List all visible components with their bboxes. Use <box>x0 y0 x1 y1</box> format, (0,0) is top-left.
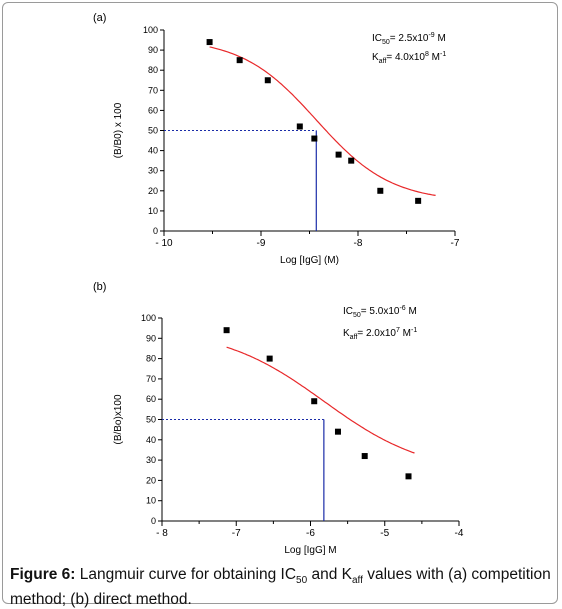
data-point <box>348 157 355 164</box>
annotation-line-1: IC50= 2.5x10-9 M <box>372 32 446 46</box>
y-tick-label: 10 <box>148 206 158 216</box>
x-tick-label: - 10 <box>155 238 173 249</box>
annotation-sup2: -1 <box>440 51 446 58</box>
fit-curve <box>209 46 436 196</box>
caption-text-2: and K <box>307 566 352 583</box>
annotation-line-2: Kaff= 2.0x107 M-1 <box>343 327 417 341</box>
annotation-sub: 50 <box>382 39 390 46</box>
caption-text-3: values with (a) competition method; (b) … <box>10 566 551 609</box>
x-tick-label: -9 <box>257 238 266 249</box>
annotation-sub: 50 <box>353 312 361 319</box>
annotation-post: M <box>406 306 417 317</box>
caption-label: Figure 6: <box>10 566 76 583</box>
panel-label: (a) <box>93 12 106 24</box>
annotation-post: M <box>400 328 411 339</box>
annotation-mid: = 5.0x10 <box>361 306 400 317</box>
x-tick-label: -6 <box>306 528 315 539</box>
annotation-sup: 7 <box>396 327 400 334</box>
y-tick-label: 40 <box>146 435 156 445</box>
x-axis-label: Log [IgG] (M) <box>280 255 339 266</box>
y-tick-label: 100 <box>143 25 158 35</box>
y-axis-label: (B/Bo)x100 <box>113 394 124 444</box>
annotation-mid: = 2.5x10 <box>390 33 429 44</box>
y-tick-label: 30 <box>148 166 158 176</box>
y-tick-label: 40 <box>148 146 158 156</box>
annotation-line-1: IC50= 5.0x10-6 M <box>343 305 417 319</box>
annotation-pre: K <box>343 328 350 339</box>
y-tick-label: 70 <box>146 374 156 384</box>
y-tick-label: 80 <box>146 354 156 364</box>
annotation-post: M <box>429 52 440 63</box>
annotation-sub: aff <box>379 58 387 65</box>
caption-text-1: Langmuir curve for obtaining IC <box>75 566 297 583</box>
y-tick-label: 20 <box>146 475 156 485</box>
data-point <box>311 135 318 142</box>
data-point <box>223 327 230 334</box>
y-axis-label: (B/B0) x 100 <box>113 102 124 158</box>
annotation-post: M <box>435 33 446 44</box>
chart-panel-a: (a) 0 10 20 30 40 50 60 70 80 90 100 - 10 -9 -8 -7 Log [… <box>93 12 460 266</box>
annotation-sub: aff <box>350 334 358 341</box>
y-tick-label: 60 <box>148 105 158 115</box>
fit-curve <box>226 346 415 454</box>
annotation-pre: IC <box>343 306 353 317</box>
y-tick-label: 60 <box>146 394 156 404</box>
y-tick-label: 50 <box>146 415 156 425</box>
data-point <box>311 398 318 405</box>
data-point <box>361 453 368 460</box>
x-tick-label: -4 <box>455 528 464 539</box>
data-point <box>335 151 342 158</box>
data-point <box>296 123 303 130</box>
x-tick-label: -5 <box>380 528 389 539</box>
data-point <box>206 39 213 46</box>
annotation-sup: 8 <box>425 51 429 58</box>
annotation-line-2: Kaff= 4.0x108 M-1 <box>372 51 446 65</box>
data-point <box>334 428 341 435</box>
annotation-sup: -6 <box>399 305 405 312</box>
data-point <box>264 77 271 84</box>
y-tick-label: 0 <box>151 516 156 526</box>
y-tick-label: 20 <box>148 186 158 196</box>
figure-frame <box>2 2 558 604</box>
y-tick-label: 30 <box>146 455 156 465</box>
caption-sub-2: aff <box>351 575 363 587</box>
y-tick-label: 90 <box>146 333 156 343</box>
y-tick-label: 90 <box>148 45 158 55</box>
x-tick-label: -7 <box>451 238 460 249</box>
figure-caption: Figure 6: Langmuir curve for obtaining I… <box>10 565 555 609</box>
panel-label: (b) <box>93 281 106 293</box>
annotation-mid: = 2.0x10 <box>357 328 396 339</box>
y-tick-label: 100 <box>141 313 156 323</box>
y-tick-label: 10 <box>146 496 156 506</box>
data-point <box>236 57 243 64</box>
y-tick-label: 50 <box>148 126 158 136</box>
annotation-pre: IC <box>372 33 382 44</box>
data-point <box>405 473 412 480</box>
annotation-sup: -9 <box>428 32 434 39</box>
chart-panel-b: (b) 0 10 20 30 40 50 60 70 80 90 100 - 8 -7 -6 -5 -4 Log … <box>93 281 464 556</box>
x-tick-label: -8 <box>354 238 363 249</box>
data-point <box>266 355 273 362</box>
y-tick-label: 70 <box>148 85 158 95</box>
data-point <box>415 197 422 204</box>
data-point <box>377 187 384 194</box>
x-tick-label: -7 <box>232 528 241 539</box>
annotation-sup2: -1 <box>411 327 417 334</box>
y-tick-label: 80 <box>148 65 158 75</box>
annotation-pre: K <box>372 52 379 63</box>
x-axis-label: Log [IgG] M <box>284 545 336 556</box>
x-tick-label: - 8 <box>156 528 168 539</box>
annotation-mid: = 4.0x10 <box>386 52 425 63</box>
y-tick-label: 0 <box>153 226 158 236</box>
caption-sub-1: 50 <box>296 575 308 587</box>
